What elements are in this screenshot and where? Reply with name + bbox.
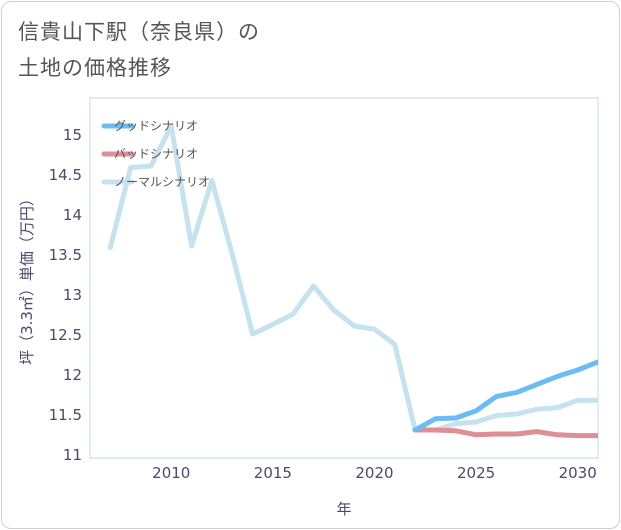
x-tick-label: 2020: [355, 464, 393, 482]
x-tick-label: 2015: [254, 464, 292, 482]
legend-label-bad: バッドシナリオ: [114, 147, 198, 161]
y-tick-label: 13: [63, 286, 82, 304]
x-tick-label: 2030: [559, 464, 597, 482]
series-line-bad: [412, 427, 598, 439]
series-lines: [107, 123, 598, 439]
y-tick-label: 14: [63, 206, 82, 224]
legend-label-good: グッドシナリオ: [114, 119, 198, 133]
y-tick-label: 13.5: [49, 246, 82, 264]
series-line-good: [412, 359, 598, 433]
legend-label-normal: ノーマルシナリオ: [114, 175, 210, 189]
title-line-2: 土地の価格推移: [18, 56, 172, 80]
y-tick-label: 15: [63, 126, 82, 144]
tick-labels: 2010 2015 2020 2025 2030 11 11.5 12 12.5 13 13.5 14…: [49, 126, 597, 482]
y-tick-label: 12: [63, 366, 82, 384]
y-tick-label: 12.5: [49, 326, 82, 344]
chart-title: 信貴山下駅（奈良県）の 土地の価格推移: [18, 14, 260, 86]
plot-border: [89, 97, 599, 459]
series-line-normal: [107, 123, 598, 433]
x-tick-label: 2025: [457, 464, 495, 482]
y-tick-label: 11.5: [49, 406, 82, 424]
title-line-1: 信貴山下駅（奈良県）の: [18, 20, 260, 44]
x-tick-label: 2010: [152, 464, 190, 482]
x-axis-label: 年: [336, 500, 351, 518]
y-tick-label: 11: [63, 446, 82, 464]
y-axis-label: 坪（3.3㎡）単価（万円）: [18, 191, 36, 365]
y-tick-label: 14.5: [49, 166, 82, 184]
